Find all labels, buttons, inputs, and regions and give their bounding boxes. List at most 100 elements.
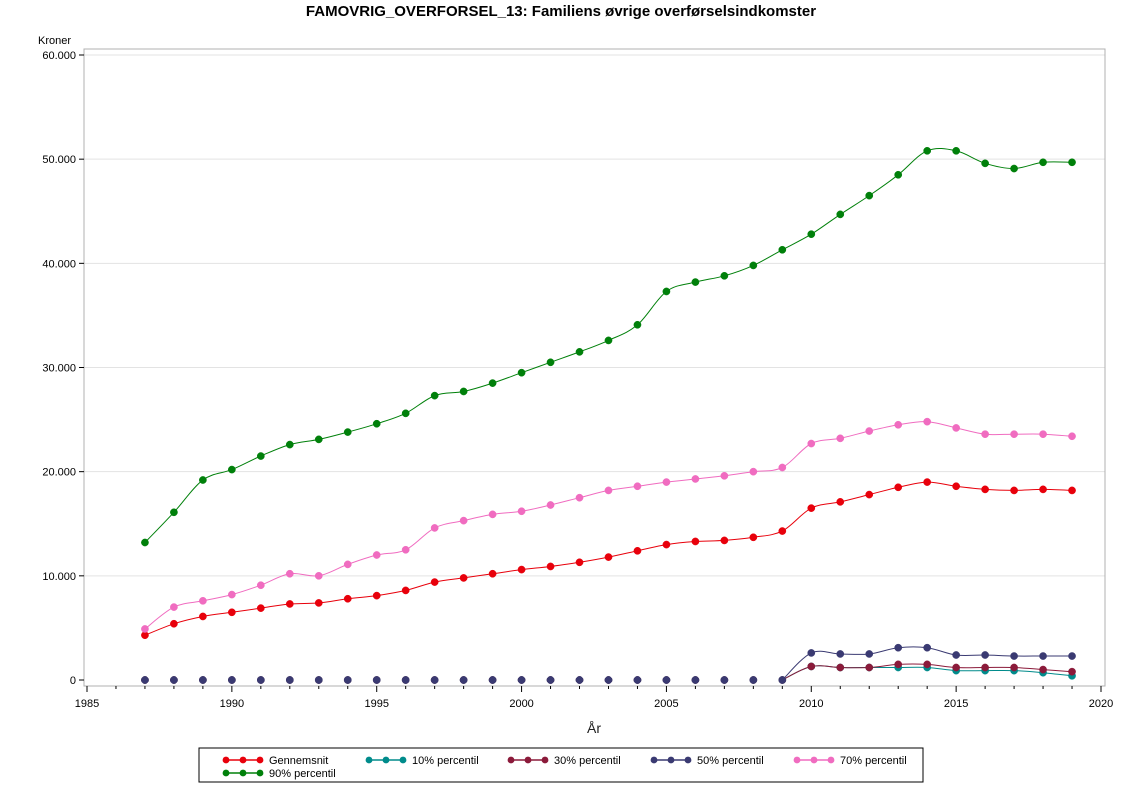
- data-point: [517, 676, 526, 684]
- data-point: [1039, 158, 1047, 167]
- data-point: [865, 490, 874, 499]
- data-point: [749, 467, 758, 476]
- data-point: [546, 562, 555, 571]
- data-point: [199, 476, 207, 484]
- data-point: [285, 569, 294, 578]
- data-point: [1039, 652, 1047, 660]
- data-point: [228, 608, 236, 617]
- data-point: [836, 650, 845, 658]
- data-point: [604, 553, 613, 561]
- data-point: [604, 676, 613, 684]
- y-tick-label: 0: [70, 675, 76, 687]
- legend-swatch-marker: [256, 769, 264, 777]
- data-point: [1068, 667, 1076, 676]
- data-point: [720, 471, 729, 480]
- data-point: [430, 524, 439, 532]
- legend-swatch-marker: [793, 756, 801, 764]
- data-point: [517, 368, 526, 377]
- data-point: [778, 245, 787, 254]
- data-point: [343, 676, 352, 684]
- data-point: [836, 663, 845, 672]
- data-point: [749, 676, 758, 684]
- data-point: [778, 463, 787, 472]
- data-point: [343, 560, 352, 569]
- data-point: [1010, 663, 1018, 672]
- y-tick-label: 60.000: [42, 50, 76, 62]
- x-tick-label: 1990: [220, 698, 244, 710]
- data-point: [1039, 665, 1047, 674]
- legend-item: Gennemsnit: [222, 755, 328, 767]
- legend-swatch-marker: [827, 756, 835, 764]
- data-point: [372, 676, 381, 684]
- legend-label: 10% percentil: [412, 755, 479, 767]
- data-point: [228, 465, 236, 474]
- data-point: [459, 387, 468, 396]
- legend-swatch-marker: [541, 756, 549, 764]
- x-tick-label: 1995: [364, 698, 388, 710]
- data-point: [923, 660, 932, 669]
- legend-item: 70% percentil: [793, 755, 907, 767]
- y-tick-label: 10.000: [42, 571, 76, 583]
- data-point: [170, 619, 178, 628]
- data-point: [604, 336, 613, 345]
- legend-label: 70% percentil: [840, 755, 907, 767]
- data-point: [575, 676, 584, 684]
- data-point: [314, 599, 323, 607]
- data-point: [199, 612, 207, 621]
- data-point: [836, 210, 845, 219]
- data-point: [141, 538, 149, 547]
- data-point: [749, 261, 758, 270]
- series-line: [144, 148, 1073, 543]
- data-point: [1010, 652, 1018, 660]
- data-point: [546, 358, 555, 367]
- data-point: [1068, 158, 1076, 167]
- series-70pct-percentil: [141, 417, 1076, 633]
- series-90pct-percentil: [141, 146, 1076, 547]
- data-point: [488, 510, 497, 519]
- data-point: [778, 676, 787, 684]
- legend-swatch-marker: [524, 756, 532, 764]
- data-point: [401, 409, 410, 418]
- data-point: [807, 649, 816, 657]
- legend-item: 10% percentil: [365, 755, 479, 767]
- data-point: [981, 651, 989, 659]
- legend-swatch-marker: [365, 756, 373, 764]
- data-point: [546, 501, 555, 509]
- data-point: [691, 537, 700, 546]
- data-point: [1010, 486, 1018, 495]
- x-tick-label: 2005: [654, 698, 678, 710]
- legend-swatch-marker: [239, 756, 247, 764]
- data-point: [662, 676, 671, 684]
- data-point: [285, 600, 294, 608]
- data-point: [865, 663, 874, 672]
- series-gennemsnit: [141, 478, 1076, 640]
- legend-swatch-marker: [507, 756, 515, 764]
- y-tick-label: 20.000: [42, 467, 76, 479]
- data-point: [807, 439, 816, 448]
- data-point: [865, 650, 874, 658]
- data-point: [923, 417, 932, 426]
- data-point: [1010, 164, 1018, 173]
- data-point: [575, 558, 584, 567]
- data-point: [720, 676, 729, 684]
- legend-item: 50% percentil: [650, 755, 764, 767]
- data-point: [894, 170, 903, 179]
- data-point: [343, 428, 352, 436]
- data-point: [662, 287, 671, 296]
- legend-swatch-marker: [256, 756, 264, 764]
- data-point: [749, 533, 758, 542]
- x-tick-label: 2020: [1089, 698, 1113, 710]
- data-point: [952, 651, 960, 659]
- data-point: [952, 663, 960, 672]
- x-tick-label: 2015: [944, 698, 968, 710]
- y-axis: 0 10.000 20.000 30.000 40.000 50.000 60.000: [42, 50, 84, 687]
- data-point: [488, 676, 497, 684]
- data-point: [633, 482, 642, 491]
- legend-swatch-marker: [399, 756, 407, 764]
- data-point: [720, 536, 729, 545]
- data-point: [228, 590, 236, 599]
- data-point: [894, 643, 903, 652]
- data-point: [199, 596, 207, 605]
- data-point: [141, 676, 149, 684]
- data-point: [923, 146, 932, 155]
